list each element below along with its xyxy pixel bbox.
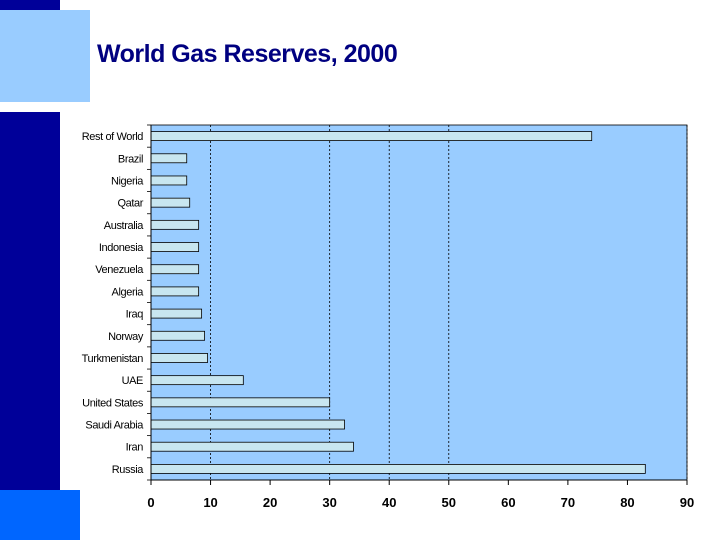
category-label: Australia — [104, 220, 144, 232]
bar — [150, 264, 200, 275]
category-label: Saudi Arabia — [85, 420, 144, 432]
bar — [150, 153, 188, 164]
x-tick-label: 20 — [263, 495, 277, 510]
bar — [150, 308, 203, 319]
sidebar-divider — [0, 102, 60, 112]
x-tick-label: 90 — [680, 495, 694, 510]
bar — [150, 441, 354, 452]
bar — [150, 197, 191, 208]
category-label: Iraq — [126, 309, 144, 321]
x-tick-label: 30 — [322, 495, 336, 510]
category-label: Qatar — [117, 198, 143, 210]
bar — [150, 131, 593, 141]
category-label: UAE — [122, 375, 143, 387]
bar — [150, 419, 345, 430]
x-tick-label: 60 — [501, 495, 515, 510]
category-label: Indonesia — [99, 242, 144, 254]
x-tick-label: 0 — [147, 495, 154, 510]
bar — [150, 375, 244, 386]
category-label: Nigeria — [111, 175, 144, 187]
category-label: Venezuela — [95, 264, 144, 276]
bar — [150, 219, 200, 230]
category-label: Turkmenistan — [82, 353, 144, 365]
x-tick-label: 50 — [442, 495, 456, 510]
sidebar-bottom-block — [0, 490, 80, 540]
category-label: Algeria — [112, 286, 145, 298]
bar — [150, 242, 200, 252]
category-label: United States — [82, 397, 144, 409]
x-tick-label: 70 — [561, 495, 575, 510]
bar — [150, 353, 208, 363]
category-label: Rest of World — [82, 131, 144, 143]
category-label: Russia — [112, 464, 145, 476]
x-tick-label: 80 — [620, 495, 634, 510]
category-label: Iran — [126, 442, 144, 454]
page-title: World Gas Reserves, 2000 — [97, 40, 398, 68]
bar — [150, 175, 188, 186]
x-tick-label: 40 — [382, 495, 396, 510]
bar — [150, 464, 646, 474]
bar — [150, 330, 205, 341]
x-tick-label: 10 — [203, 495, 217, 510]
sidebar-light-block — [0, 10, 90, 102]
bar — [150, 286, 200, 297]
category-label: Norway — [108, 331, 144, 343]
category-label: Brazil — [118, 153, 143, 165]
bar — [150, 397, 331, 408]
